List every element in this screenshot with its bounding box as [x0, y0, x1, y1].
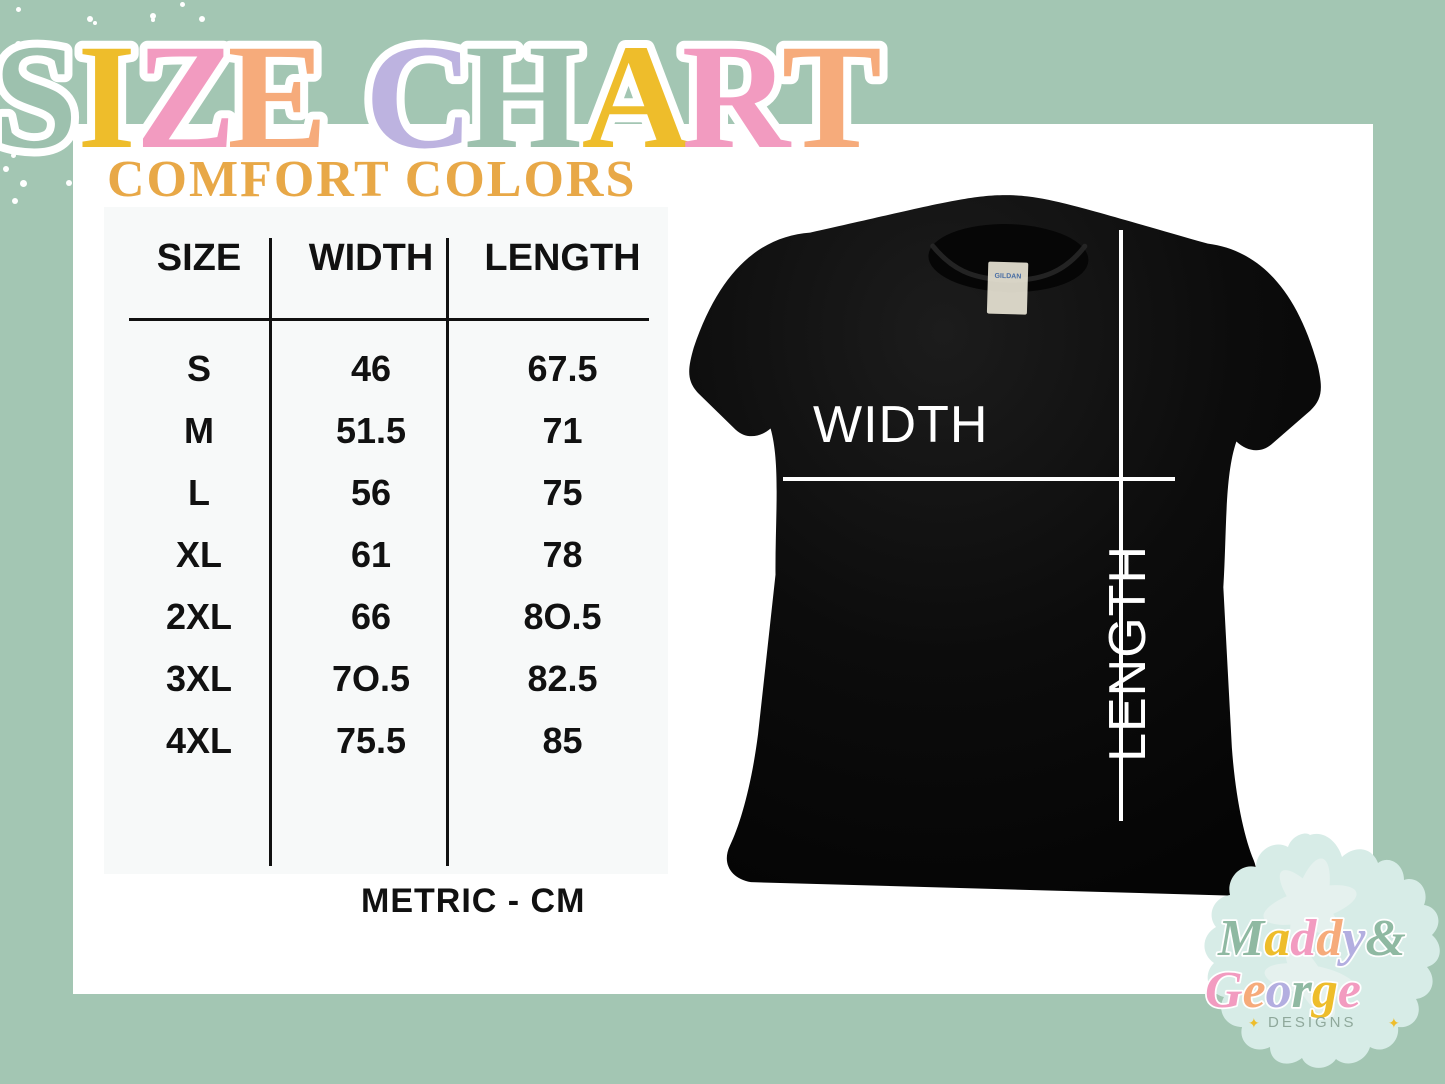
- svg-text:✦: ✦: [1248, 1015, 1260, 1031]
- svg-text:George: George: [1205, 962, 1361, 1019]
- svg-text:R: R: [682, 14, 792, 180]
- svg-text:Z: Z: [136, 14, 236, 180]
- svg-text:Maddy&: Maddy&: [1217, 910, 1406, 967]
- svg-text:E: E: [227, 14, 327, 180]
- svg-text:H: H: [465, 14, 582, 180]
- svg-text:DESIGNS: DESIGNS: [1268, 1014, 1357, 1031]
- svg-text:I: I: [77, 14, 135, 180]
- svg-text:GILDAN: GILDAN: [994, 273, 1021, 281]
- svg-text:C: C: [365, 14, 473, 180]
- svg-text:A: A: [582, 14, 690, 180]
- svg-text:S: S: [0, 14, 77, 180]
- svg-text:T: T: [782, 14, 882, 180]
- svg-text:✦: ✦: [1388, 1015, 1400, 1031]
